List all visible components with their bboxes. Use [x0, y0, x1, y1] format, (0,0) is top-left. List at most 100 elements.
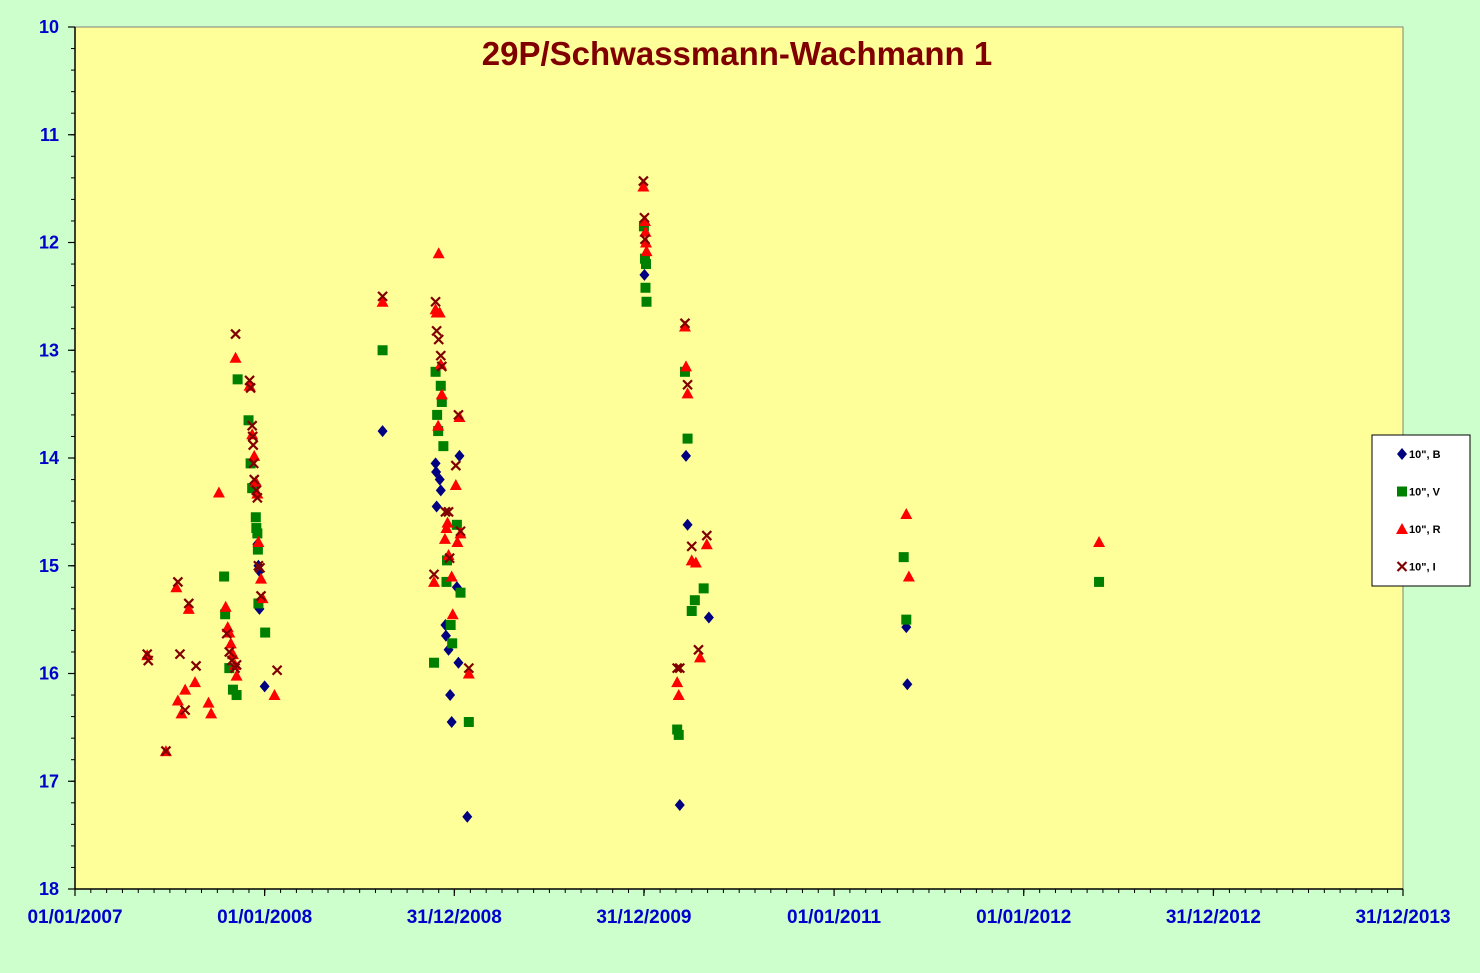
data-point-i: [246, 420, 258, 431]
data-point-v: [250, 512, 261, 523]
data-point-b: [674, 798, 685, 811]
data-point-v: [438, 441, 449, 452]
legend-label: 10", I: [1409, 562, 1436, 574]
data-point-r: [189, 676, 202, 688]
data-point-v: [463, 716, 474, 727]
data-point-r: [205, 707, 218, 719]
data-point-r: [230, 669, 243, 681]
y-tick-label: 12: [39, 233, 59, 253]
data-point-r: [678, 320, 691, 332]
legend-label: 10", R: [1409, 524, 1441, 536]
data-point-v: [430, 366, 441, 377]
data-point-v: [252, 528, 263, 539]
data-point-v: [898, 552, 909, 563]
data-point-i: [230, 328, 241, 340]
data-point-i: [435, 350, 447, 361]
data-point-v: [640, 259, 651, 270]
data-point-b: [446, 715, 457, 728]
data-point-v: [698, 583, 709, 594]
data-point-i: [686, 541, 697, 552]
data-point-i: [443, 506, 454, 518]
data-point-r: [219, 600, 232, 612]
data-point-r: [268, 689, 281, 701]
data-point-i: [450, 460, 462, 471]
data-point-b: [682, 518, 693, 531]
data-point-r: [224, 637, 237, 649]
data-point-i: [693, 644, 704, 656]
legend-marker-v: [1397, 486, 1407, 497]
y-tick-label: 10: [39, 17, 59, 37]
data-point-i: [444, 552, 455, 564]
data-point-v: [679, 366, 690, 377]
data-point-b: [259, 680, 270, 693]
data-point-i: [160, 745, 172, 757]
y-tick-label: 18: [39, 879, 59, 899]
data-point-r: [640, 245, 653, 257]
data-point-i: [190, 660, 202, 672]
data-point-v: [245, 458, 256, 469]
data-point-v: [673, 729, 684, 740]
legend: 10", B 10", V 10", R 10", I: [1371, 434, 1471, 587]
y-ticks: 10 11 12 13 14 15 16 17 18: [39, 17, 75, 899]
data-point-i: [679, 318, 691, 329]
data-point-r: [438, 532, 451, 544]
data-point-v: [686, 606, 697, 617]
data-point-r: [432, 247, 445, 259]
data-point-r: [446, 608, 459, 620]
data-point-r: [202, 696, 215, 708]
x-tick-label: 01/01/2007: [27, 907, 122, 928]
data-point-v: [232, 374, 243, 385]
data-point-b: [453, 656, 464, 669]
series-v: [219, 221, 1105, 740]
data-point-b: [431, 500, 442, 513]
data-point-i: [436, 361, 448, 372]
data-point-b: [430, 457, 441, 470]
data-point-v: [227, 684, 238, 695]
data-point-i: [463, 662, 475, 674]
data-point-r: [182, 602, 195, 614]
data-point-r: [681, 387, 694, 399]
data-point-i: [428, 569, 440, 580]
data-point-r: [255, 572, 268, 584]
legend-marker-r: [1396, 523, 1408, 534]
data-point-r: [671, 676, 684, 688]
data-point-b: [703, 611, 714, 624]
data-point-i: [674, 662, 686, 674]
data-point-v: [243, 415, 254, 426]
x-tick-label: 31/12/2009: [596, 907, 691, 928]
data-point-r: [252, 536, 265, 548]
data-point-i: [433, 334, 444, 345]
data-point-r: [170, 581, 183, 593]
plot-area: [74, 26, 1404, 890]
data-point-r: [637, 180, 650, 192]
data-point-v: [220, 609, 231, 620]
data-point-b: [435, 484, 446, 497]
data-point-r: [433, 306, 446, 318]
data-point-i: [174, 648, 186, 660]
data-point-v: [433, 426, 444, 437]
data-point-i: [255, 590, 267, 602]
data-point-i: [252, 492, 263, 504]
data-point-i: [248, 458, 260, 469]
data-point-b: [681, 449, 692, 462]
legend-label: 10", V: [1409, 487, 1441, 499]
data-point-r: [376, 295, 389, 307]
data-point-b: [462, 810, 473, 823]
data-point-i: [254, 562, 266, 574]
data-point-v: [445, 620, 456, 631]
data-point-v: [455, 587, 466, 598]
data-point-v: [247, 483, 258, 494]
data-point-b: [454, 449, 465, 462]
data-point-v: [639, 253, 650, 264]
data-point-r: [179, 683, 192, 695]
data-point-i: [231, 659, 242, 671]
data-point-i: [271, 664, 283, 676]
data-point-r: [900, 508, 913, 520]
data-point-i: [172, 576, 184, 588]
data-point-i: [142, 655, 154, 666]
data-point-r: [639, 236, 652, 248]
data-point-i: [247, 431, 258, 442]
x-tick-label: 31/12/2008: [407, 907, 502, 928]
data-point-r: [700, 538, 713, 550]
x-ticks: 01/01/2007 01/01/2008 31/12/2008 31/12/2009…: [27, 889, 1451, 928]
